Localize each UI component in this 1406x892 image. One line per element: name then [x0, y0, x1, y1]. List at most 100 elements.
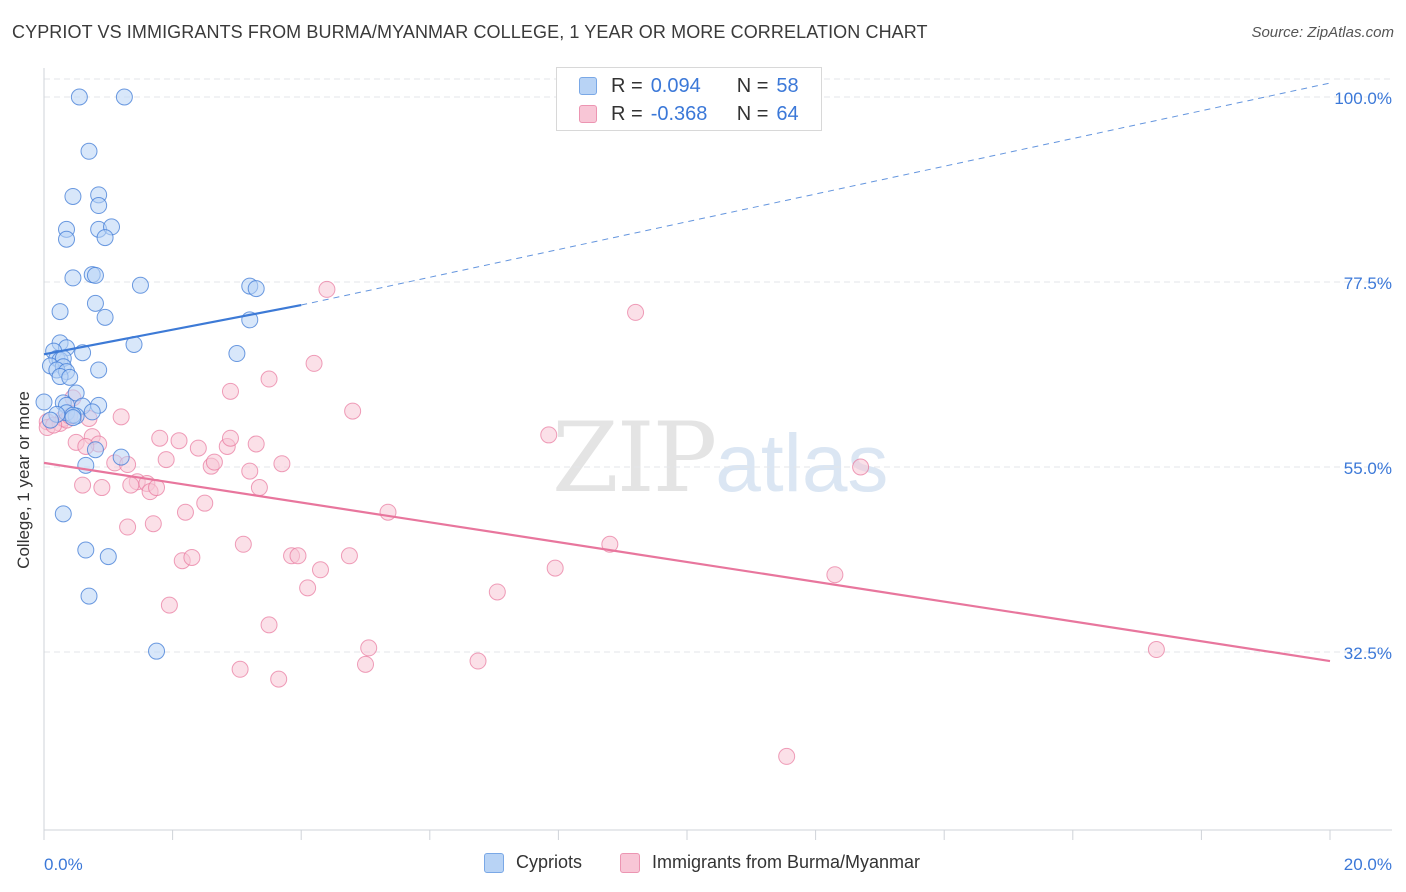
- data-point-burma: [1147, 641, 1165, 659]
- series-legend-label-cypriots: Cypriots: [516, 852, 583, 872]
- y-tick-label: 55.0%: [1344, 459, 1392, 478]
- data-point-cypriots: [148, 642, 166, 660]
- data-point-burma: [144, 515, 162, 533]
- data-point-cypriots: [96, 308, 114, 326]
- legend-n-value: 64: [776, 102, 799, 125]
- data-point-cypriots: [90, 361, 108, 379]
- data-point-cypriots: [228, 345, 246, 363]
- series-legend-label-burma: Immigrants from Burma/Myanmar: [652, 852, 921, 872]
- data-point-cypriots: [64, 187, 82, 205]
- data-point-burma: [205, 453, 223, 471]
- data-point-burma: [250, 479, 268, 497]
- y-tick-label: 77.5%: [1344, 274, 1392, 293]
- data-point-burma: [778, 747, 796, 765]
- trend-line-burma: [43, 461, 1331, 663]
- data-point-burma: [318, 280, 336, 298]
- data-point-cypriots: [96, 229, 114, 247]
- legend-row-cypriots: R = 0.094 N = 58: [579, 74, 799, 98]
- data-point-burma: [826, 566, 844, 584]
- data-point-burma: [289, 547, 307, 565]
- data-point-burma: [189, 439, 207, 457]
- data-point-burma: [357, 655, 374, 673]
- data-point-burma: [151, 429, 169, 447]
- data-point-burma: [340, 547, 358, 565]
- data-point-cypriots: [247, 280, 265, 298]
- data-point-burma: [231, 660, 249, 678]
- data-point-burma: [601, 535, 619, 553]
- y-axis-label-wrap: College, 1 year or more: [4, 330, 44, 630]
- data-point-burma: [170, 432, 188, 450]
- legend-r-value: 0.094: [650, 74, 701, 97]
- data-point-burma: [221, 382, 239, 400]
- data-point-burma: [260, 370, 278, 388]
- x-tick-label: 0.0%: [44, 855, 83, 874]
- data-point-burma: [305, 354, 323, 372]
- y-tick-label: 100.0%: [1334, 89, 1392, 108]
- data-point-cypriots: [61, 368, 79, 386]
- data-point-burma: [183, 548, 201, 566]
- data-point-burma: [627, 303, 645, 321]
- data-point-cypriots: [70, 88, 88, 106]
- legend-r-label: R =: [611, 102, 643, 125]
- data-point-burma: [273, 455, 291, 473]
- legend-n-value: 58: [776, 74, 799, 97]
- data-point-burma: [270, 670, 288, 688]
- data-point-burma: [852, 458, 870, 476]
- legend-row-burma: R = -0.368 N = 64: [579, 102, 799, 126]
- data-point-burma: [540, 426, 558, 444]
- data-point-burma: [299, 579, 317, 597]
- x-tick-label: 20.0%: [1344, 855, 1392, 874]
- data-point-cypriots: [90, 197, 108, 215]
- y-tick-label: 32.5%: [1344, 644, 1392, 663]
- data-point-burma: [122, 476, 140, 494]
- data-point-cypriots: [54, 505, 72, 523]
- data-point-burma: [119, 518, 137, 536]
- watermark-zip: ZIP: [552, 402, 717, 514]
- source-label: Source: ZipAtlas.com: [1251, 24, 1394, 41]
- data-point-cypriots: [86, 441, 104, 459]
- data-point-burma: [74, 476, 92, 494]
- data-point-cypriots: [64, 269, 82, 287]
- data-point-cypriots: [86, 266, 104, 284]
- data-point-cypriots: [41, 411, 59, 429]
- legend-n-label: N =: [736, 102, 769, 125]
- legend-swatch-cypriots: [579, 77, 597, 95]
- series-legend-swatch-cypriots: [484, 852, 504, 873]
- data-point-cypriots: [99, 548, 117, 566]
- series-legend-item-cypriots: Cypriots: [484, 852, 582, 873]
- data-point-cypriots: [112, 448, 130, 466]
- data-point-burma: [488, 583, 506, 601]
- data-point-cypriots: [83, 403, 101, 421]
- data-point-burma: [241, 462, 259, 480]
- legend-r-value: -0.368: [650, 102, 708, 125]
- series-legend-swatch-burma: [620, 852, 640, 873]
- data-point-burma: [196, 494, 214, 512]
- legend-r-label: R =: [611, 74, 643, 97]
- data-point-burma: [260, 616, 278, 634]
- y-axis-label: College, 1 year or more: [14, 391, 33, 569]
- data-point-burma: [157, 451, 175, 469]
- data-point-burma: [247, 435, 265, 453]
- stats-legend: R = 0.094 N = 58 R = -0.368 N = 64: [556, 67, 822, 131]
- data-point-burma: [311, 561, 329, 579]
- legend-swatch-burma: [579, 105, 597, 123]
- legend-n-label: N =: [736, 74, 769, 97]
- data-point-burma: [546, 559, 564, 577]
- data-point-burma: [344, 402, 362, 420]
- data-point-cypriots: [115, 88, 133, 106]
- data-point-burma: [93, 479, 111, 497]
- data-point-burma: [360, 639, 378, 657]
- trend-line-cypriots: [43, 303, 302, 356]
- data-point-cypriots: [64, 409, 82, 427]
- data-point-burma: [160, 596, 178, 614]
- data-point-cypriots: [58, 230, 76, 248]
- data-point-cypriots: [77, 541, 95, 559]
- data-point-burma: [176, 503, 194, 521]
- data-point-cypriots: [131, 276, 149, 294]
- data-point-cypriots: [51, 303, 69, 321]
- data-point-burma: [469, 652, 487, 670]
- series-legend-item-burma: Immigrants from Burma/Myanmar: [620, 852, 920, 873]
- data-point-burma: [221, 429, 239, 447]
- chart-title: CYPRIOT VS IMMIGRANTS FROM BURMA/MYANMAR…: [12, 22, 928, 42]
